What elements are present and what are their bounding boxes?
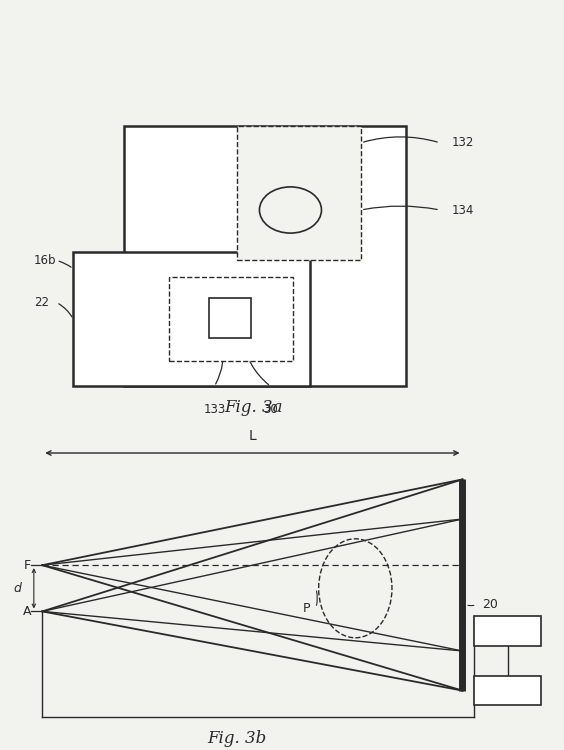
Text: Fig. 3a: Fig. 3a [224,399,283,416]
Bar [73,252,310,386]
Text: 134: 134 [451,203,474,217]
Bar [474,616,541,646]
Text: 140: 140 [496,684,519,697]
Text: 133: 133 [203,404,226,416]
Bar [237,126,361,260]
Bar [169,278,293,362]
Text: 20: 20 [482,598,498,611]
Bar [209,298,251,338]
Text: Fig. 3b: Fig. 3b [207,730,267,747]
Bar [124,126,406,386]
Text: 132: 132 [451,136,474,149]
Text: 22: 22 [34,296,49,309]
Bar [474,676,541,706]
Text: 136: 136 [496,625,519,638]
Text: d: d [13,582,21,595]
Text: L: L [249,429,256,443]
Text: 16b: 16b [34,254,56,267]
Text: 30: 30 [263,404,278,416]
Text: A: A [23,605,31,618]
Text: P: P [303,602,310,614]
Text: F: F [24,559,31,572]
